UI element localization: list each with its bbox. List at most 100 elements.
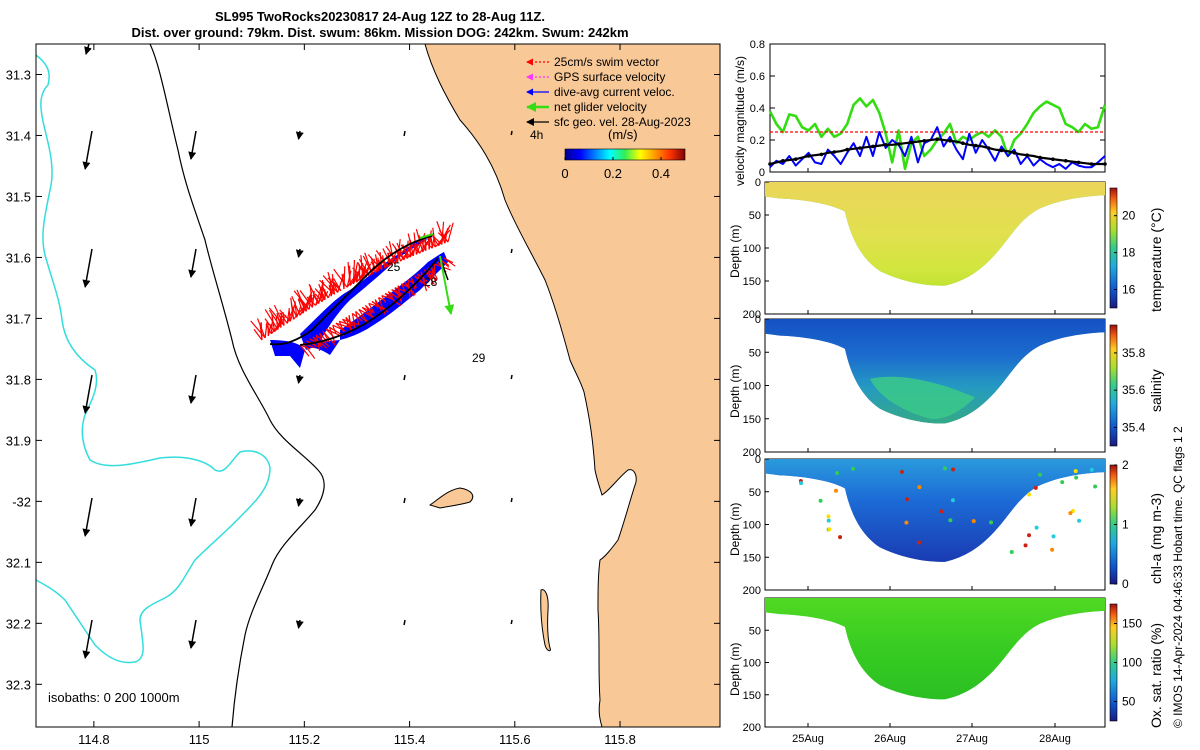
- colorbar-tick-label: 0: [561, 166, 568, 181]
- geo-vel-point: [986, 146, 991, 150]
- section-field: [765, 319, 1105, 424]
- swim-vector: [443, 257, 456, 267]
- depth-tick-label: 150: [743, 276, 761, 288]
- geo-vel-point: [961, 141, 965, 145]
- chla-sample-point: [942, 466, 947, 471]
- colorbar-tick-label: 35.4: [1122, 420, 1146, 434]
- swim-vector: [368, 302, 388, 310]
- lon-tick-label: 115: [189, 732, 210, 747]
- colorbar-tick-label: 35.8: [1122, 346, 1146, 360]
- geo-vel-point: [896, 142, 901, 146]
- section-field: [765, 459, 1105, 562]
- swim-vector: [250, 320, 266, 339]
- velocity-tick-label: 0: [759, 167, 765, 179]
- colorbar-tick-label: 0.4: [652, 166, 670, 181]
- depth-tick-label: 0: [755, 454, 761, 466]
- swim-vector: [302, 342, 316, 359]
- section-field: [765, 182, 1105, 286]
- depth-tick-label: 200: [743, 447, 761, 459]
- swim-vector: [352, 267, 364, 280]
- swim-vector: [338, 321, 345, 333]
- chla-sample-point: [827, 527, 832, 532]
- chla-sample-point: [1077, 518, 1082, 523]
- geo-vel-point: [793, 157, 798, 161]
- chla-sample-point: [948, 518, 953, 523]
- dive-avg-patch: [340, 252, 448, 340]
- swim-vector: [387, 291, 394, 301]
- track-day-label: 29: [472, 351, 486, 365]
- chart-title: SL995 TwoRocks20230817 24-Aug 12Z to 28-…: [215, 9, 545, 24]
- chla-ylabel: Depth (m): [728, 502, 742, 556]
- swim-vector: [273, 305, 285, 326]
- swim-vector: [394, 287, 403, 303]
- swim-vector: [360, 255, 364, 279]
- swim-vector: [397, 285, 403, 302]
- dive-avg-patch: [270, 340, 305, 368]
- swim-vector: [391, 289, 405, 296]
- swim-vector: [322, 289, 329, 299]
- swim-vector: [325, 328, 340, 336]
- swim-vector: [299, 289, 313, 308]
- sfc-geo-arrow: [403, 130, 406, 137]
- sfc-geo-arrow: [82, 497, 93, 537]
- sfc-geo-arrow: [188, 374, 197, 404]
- swim-vector: [358, 258, 370, 277]
- time-tick-label: 27Aug: [956, 733, 988, 745]
- depth-tick-label: 100: [743, 520, 761, 532]
- depth-tick-label: 200: [743, 309, 761, 321]
- swim-vector: [319, 279, 335, 295]
- chla-sample-point: [1073, 469, 1078, 474]
- sfc-geo-arrow: [82, 248, 93, 288]
- swim-vector: [349, 265, 351, 286]
- chla-sample-point: [1034, 525, 1039, 530]
- velocity-panel: 0 0.2 0.4 0.6 0.8: [750, 39, 1107, 179]
- lat-tick-label: 32.1: [6, 555, 31, 570]
- track-day-label: 25: [387, 260, 401, 274]
- swim-vector: [268, 307, 285, 326]
- map-lon-ticks: 114.8 115 115.2 115.4 115.6 115.8: [78, 44, 636, 747]
- swim-vector: [381, 295, 387, 304]
- chla-sample-point: [904, 520, 909, 525]
- track-day-label: 28: [424, 275, 438, 289]
- lon-tick-label: 115.8: [604, 732, 636, 747]
- swim-vector: [447, 222, 454, 243]
- swim-vector: [400, 244, 411, 258]
- section-colorbar: [1109, 187, 1118, 309]
- depth-tick-label: 100: [743, 381, 761, 393]
- section-panel: 0 50 100 150 200 16 18 20: [743, 177, 1136, 321]
- island: [428, 487, 474, 509]
- velocity-frame: [769, 43, 1106, 173]
- swim-vector: [314, 288, 326, 301]
- chla-sample-point: [917, 485, 922, 490]
- geo-vel-point: [768, 162, 772, 166]
- swim-vector: [396, 242, 405, 261]
- swim-vector: [293, 290, 310, 310]
- isobath-200: [149, 44, 325, 727]
- swim-vector: [333, 268, 348, 288]
- geo-vel-point: [871, 144, 875, 149]
- isobath-1000: [36, 54, 271, 664]
- temperature-colorbar-label: temperature (°C): [1148, 207, 1164, 312]
- colorbar-tick-label: 50: [1122, 695, 1136, 709]
- colorbar-tick-label: 2: [1122, 458, 1129, 472]
- sfc-geo-arrow: [295, 130, 304, 140]
- swim-vector: [414, 275, 430, 289]
- geo-vel-point: [858, 146, 862, 150]
- geo-vel-point: [1012, 151, 1017, 155]
- section-colorbar: [1109, 324, 1118, 447]
- sfc-geo-arrow: [82, 130, 93, 170]
- lat-tick-label: 32.3: [6, 677, 31, 692]
- sfc-geo-arrow: [188, 130, 197, 160]
- chla-sample-point: [826, 514, 831, 519]
- depth-tick-label: 200: [743, 585, 761, 597]
- chla-sample-point: [1037, 472, 1042, 477]
- velocity-tick-label: 0.8: [750, 39, 765, 51]
- swim-vector: [431, 234, 443, 245]
- island-south: [540, 589, 551, 652]
- lat-tick-label: 31.6: [6, 250, 31, 265]
- swim-vector: [440, 259, 450, 267]
- chla-sample-point: [1068, 511, 1073, 516]
- swim-vector: [433, 263, 436, 274]
- lat-tick-label: -32: [12, 494, 31, 509]
- swim-vector: [327, 277, 342, 292]
